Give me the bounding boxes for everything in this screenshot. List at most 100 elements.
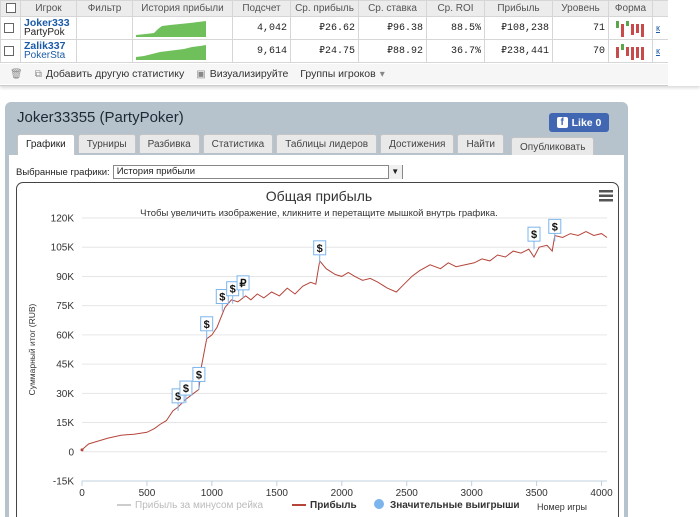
row-link[interactable]: к: [656, 46, 660, 56]
big-win-flag: [548, 218, 562, 234]
row-checkbox[interactable]: [4, 23, 14, 34]
tab-statistics[interactable]: Статистика: [202, 134, 274, 153]
copy-icon: ⧉: [34, 68, 42, 80]
big-win-flag-label: $: [531, 229, 537, 241]
players-panel: Игрок Фильтр История прибыли Подсчет Ср.…: [0, 0, 700, 86]
player-panel: Joker33355 (PartyPoker) f Like 0 Графики…: [5, 102, 628, 517]
y-tick-label: 30K: [56, 389, 74, 400]
big-win-flag-label: $: [317, 243, 323, 255]
player-name[interactable]: Joker333: [24, 17, 70, 29]
table-row[interactable]: Joker333 PartyPok 4,042 ₽26.62 ₽96.38 88…: [0, 16, 669, 40]
table-toolbar: 🗑 ⧉ Добавить другую статистику ▣ Визуализи…: [0, 64, 668, 84]
avg-profit-cell: ₽24.75: [290, 39, 359, 63]
panel-body: Выбранные графики: История прибыли ▼ Общ…: [9, 155, 624, 517]
y-tick-label: 90K: [56, 272, 74, 283]
sparkline-cell: [132, 16, 233, 40]
x-tick-label: 2000: [331, 488, 354, 499]
big-win-flag-label: $: [196, 369, 202, 381]
table-row[interactable]: Zalik337 PokerSta 9,614 ₽24.75 ₽88.92 36…: [0, 39, 669, 63]
x-tick-label: 3000: [461, 488, 484, 499]
header-profit-history[interactable]: История прибыли: [132, 0, 233, 17]
big-win-flag-label: $: [219, 292, 225, 304]
menu-icon-bar: [599, 194, 613, 197]
y-tick-label: 15K: [56, 418, 74, 429]
menu-icon-bar: [599, 190, 613, 193]
header-player[interactable]: Игрок: [20, 0, 77, 17]
row-link[interactable]: к: [656, 23, 660, 33]
facebook-like-button[interactable]: f Like 0: [549, 113, 609, 132]
level-cell: 71: [552, 16, 609, 40]
roi-cell: 88.5%: [426, 16, 485, 40]
header-count[interactable]: Подсчет: [232, 0, 291, 17]
header-avg-profit[interactable]: Ср. прибыль: [290, 0, 359, 17]
big-win-flag-label: ₽: [240, 278, 247, 290]
y-tick-label: 45K: [56, 360, 74, 371]
player-cell[interactable]: Zalik337 PokerSta: [20, 39, 77, 63]
facebook-icon: f: [556, 117, 568, 128]
header-select-all[interactable]: [0, 0, 21, 17]
row-link-cell[interactable]: к: [652, 16, 669, 40]
filter-cell: [76, 39, 133, 63]
x-tick-label: 1000: [201, 488, 224, 499]
header-filter[interactable]: Фильтр: [76, 0, 133, 17]
count-cell: 4,042: [232, 16, 291, 40]
filter-cell: [76, 16, 133, 40]
big-win-flag: [236, 275, 250, 291]
profit-chart[interactable]: Общая прибыль Чтобы увеличить изображение…: [16, 182, 619, 517]
legend-minus-rake-label: Прибыль за минусом рейка: [135, 499, 264, 511]
publish-button[interactable]: Опубликовать: [511, 137, 595, 157]
chart-selector-row: Выбранные графики: История прибыли ▼: [16, 165, 403, 179]
row-link-cell[interactable]: к: [652, 39, 669, 63]
header-avg-roi[interactable]: Ср. ROI: [426, 0, 485, 17]
level-cell: 70: [552, 39, 609, 63]
visualize-button[interactable]: ▣ Визуализируйте: [196, 68, 288, 80]
like-label: Like 0: [571, 116, 602, 129]
player-name[interactable]: Zalik337: [24, 40, 66, 52]
players-table: Игрок Фильтр История прибыли Подсчет Ср.…: [0, 0, 669, 63]
visualize-label: Визуализируйте: [209, 68, 289, 80]
y-tick-label: 120K: [51, 214, 75, 225]
player-cell[interactable]: Joker333 PartyPok: [20, 16, 77, 40]
x-tick-label: 3500: [525, 488, 548, 499]
header-level[interactable]: Уровень: [552, 0, 609, 17]
tab-find[interactable]: Найти: [457, 134, 505, 153]
profit-cell: ₽108,238: [484, 16, 553, 40]
groups-dropdown[interactable]: Группы игроков ▾: [300, 68, 384, 80]
y-tick-label: 60K: [56, 330, 74, 341]
legend-big-wins-swatch: [374, 499, 384, 509]
add-stat-label: Добавить другую статистику: [45, 68, 185, 80]
table-header-row: Игрок Фильтр История прибыли Подсчет Ср.…: [0, 0, 669, 17]
checkbox-icon[interactable]: [5, 3, 16, 14]
form-cell: [608, 16, 653, 40]
header-avg-stake[interactable]: Ср. ставка: [358, 0, 427, 17]
header-empty: [652, 0, 669, 17]
avg-stake-cell: ₽88.92: [358, 39, 427, 63]
legend-profit-label: Прибыль: [310, 499, 357, 511]
chart-svg[interactable]: Общая прибыль Чтобы увеличить изображение…: [17, 183, 619, 517]
header-form[interactable]: Форма: [608, 0, 653, 17]
big-win-flag-label: $: [175, 391, 181, 403]
tab-breakdown[interactable]: Разбивка: [138, 134, 200, 153]
sparkline-cell: [132, 39, 233, 63]
menu-icon-bar: [599, 199, 613, 202]
tab-achievements[interactable]: Достижения: [380, 134, 455, 153]
row-checkbox[interactable]: [4, 46, 14, 57]
big-win-flag: [179, 380, 193, 396]
tab-charts[interactable]: Графики: [17, 134, 75, 155]
menu-icon[interactable]: [599, 190, 613, 202]
header-profit[interactable]: Прибыль: [484, 0, 553, 17]
roi-cell: 36.7%: [426, 39, 485, 63]
profit-sparkline: [136, 45, 206, 60]
chart-subtitle: Чтобы увеличить изображение, кликните и …: [140, 208, 498, 219]
add-stat-button[interactable]: ⧉ Добавить другую статистику: [35, 68, 185, 80]
x-tick-label: 1500: [266, 488, 289, 499]
player-site: PokerSta: [24, 50, 66, 61]
legend-big-wins-label: Значительные выигрыши: [390, 500, 520, 511]
chart-selector[interactable]: История прибыли ▼: [112, 165, 403, 179]
delete-button[interactable]: 🗑: [10, 69, 23, 80]
tab-leaderboards[interactable]: Таблицы лидеров: [276, 134, 378, 153]
x-tick-label: 2500: [396, 488, 419, 499]
chevron-down-icon[interactable]: ▼: [387, 165, 402, 179]
tab-tournaments[interactable]: Турниры: [77, 134, 136, 153]
big-win-flag-label: $: [552, 221, 558, 233]
